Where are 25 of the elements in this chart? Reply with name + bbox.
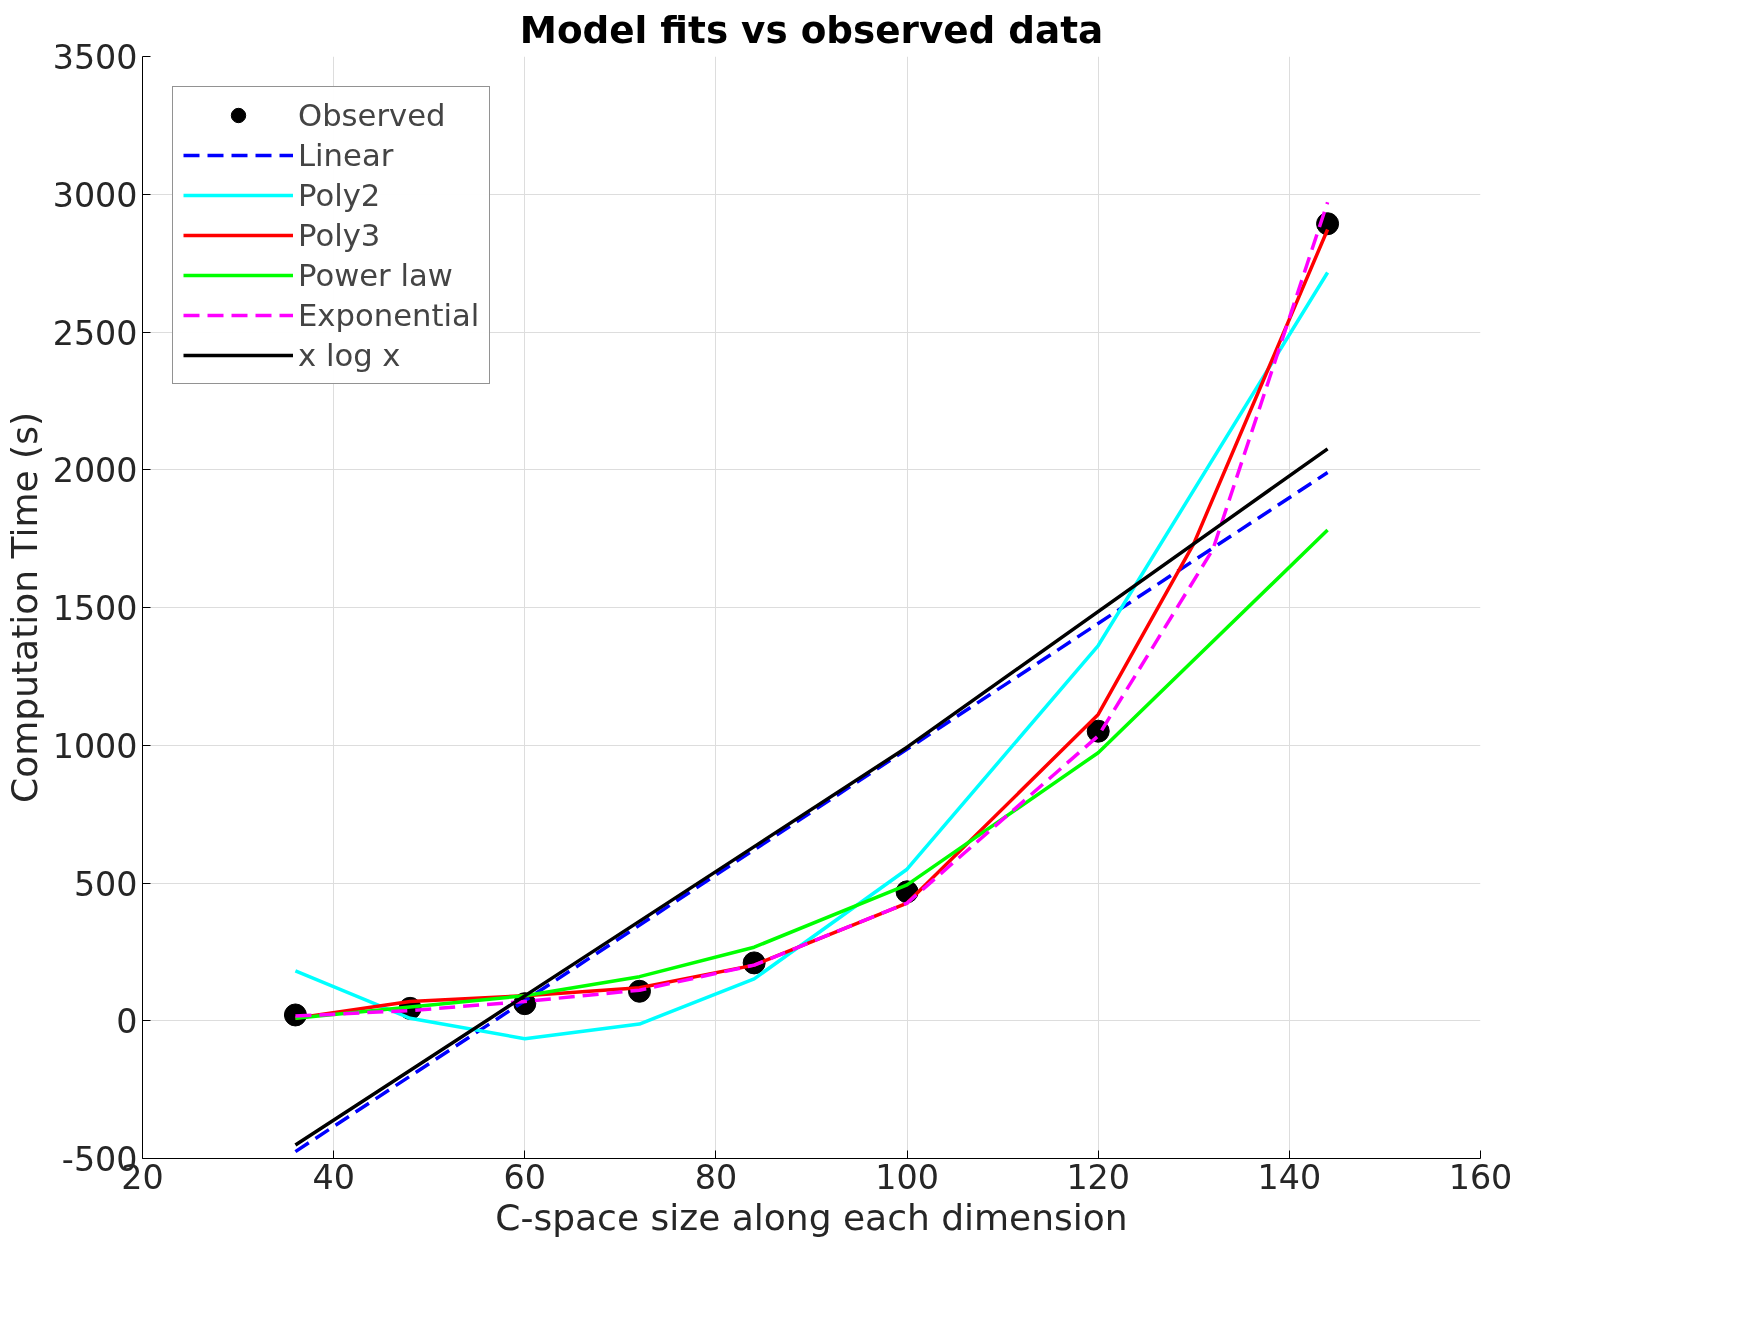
legend-label: Poly2 bbox=[298, 177, 381, 213]
chart-title: Model fits vs observed data bbox=[519, 7, 1104, 52]
x-tick-label: 60 bbox=[503, 1157, 546, 1197]
y-tick-label: 0 bbox=[116, 1002, 138, 1042]
y-tick-label: 1500 bbox=[52, 589, 138, 628]
x-tick-label: 140 bbox=[1257, 1157, 1322, 1197]
x-tick-label: 120 bbox=[1066, 1157, 1131, 1197]
y-tick-label: 2000 bbox=[52, 451, 138, 491]
x-tick-label: 160 bbox=[1448, 1157, 1513, 1197]
x-tick-label: 100 bbox=[875, 1157, 939, 1197]
y-axis-title: Computation Time (s) bbox=[3, 412, 45, 803]
y-tick-label: 1000 bbox=[52, 726, 138, 766]
legend-label: Linear bbox=[298, 137, 394, 173]
legend-label: Poly3 bbox=[298, 217, 381, 253]
y-tick-label: 500 bbox=[73, 864, 138, 904]
legend-label: Power law bbox=[298, 257, 453, 293]
legend-label: Exponential bbox=[298, 297, 480, 333]
x-tick-label: 40 bbox=[312, 1157, 355, 1197]
x-tick-label: 80 bbox=[694, 1157, 738, 1197]
y-tick-label: 3500 bbox=[52, 38, 138, 77]
legend-label: x log x bbox=[298, 337, 401, 373]
legend-label: Observed bbox=[298, 97, 446, 133]
y-tick-label: 3000 bbox=[52, 175, 138, 215]
y-tick-label: 2500 bbox=[52, 313, 138, 353]
x-axis-title: C-space size along each dimension bbox=[495, 1196, 1128, 1238]
